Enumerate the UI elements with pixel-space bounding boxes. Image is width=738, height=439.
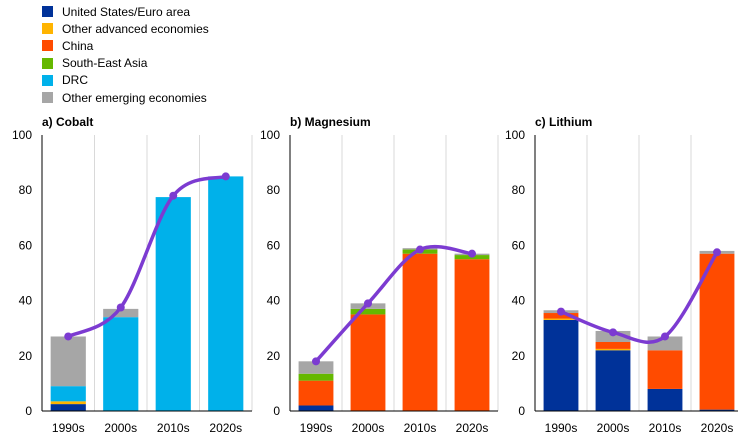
x-tick-label: 2000s [597, 421, 630, 435]
legend-item: China [42, 37, 209, 54]
y-tick-label: 20 [512, 349, 526, 363]
bar-segment [543, 319, 579, 411]
legend: United States/Euro area Other advanced ec… [42, 3, 209, 106]
line-point [64, 332, 73, 341]
bar-segment [298, 405, 334, 411]
line-point [116, 303, 125, 312]
bar-segment [402, 253, 438, 411]
y-tick-label: 100 [260, 128, 280, 142]
bar-segment [595, 342, 631, 349]
y-tick-label: 20 [19, 349, 33, 363]
legend-label: South-East Asia [62, 56, 148, 71]
line-point [364, 299, 372, 308]
bar-segment [699, 253, 735, 410]
x-tick-label: 1990s [52, 421, 85, 435]
x-tick-label: 2020s [701, 421, 734, 435]
chart-panel: b) Magnesium 0 20 40 60 80 100 1990s 2000s 2010s 2… [260, 115, 499, 435]
x-tick-label: 2010s [157, 421, 190, 435]
chart-panel: c) Lithium 0 20 40 60 80 100 1990s 2000s 2010s 202… [505, 115, 738, 435]
legend-swatch [42, 6, 53, 18]
bar-segment [208, 176, 244, 411]
x-tick-label: 2010s [649, 421, 682, 435]
x-tick-label: 2000s [352, 421, 385, 435]
legend-label: China [62, 38, 94, 53]
series-line [314, 244, 474, 364]
bar-segment [543, 313, 579, 319]
y-tick-label: 40 [512, 294, 526, 308]
y-tick-label: 0 [25, 404, 32, 418]
legend-label: Other advanced economies [62, 21, 209, 36]
bar-segment [155, 197, 191, 411]
legend-item: Other emerging economies [42, 89, 209, 106]
line-point [468, 249, 476, 258]
y-tick-label: 80 [267, 183, 281, 197]
y-tick-label: 0 [273, 404, 280, 418]
panel-title: a) Cobalt [42, 115, 93, 129]
line-point [312, 357, 320, 366]
bar-segment [595, 348, 631, 351]
x-tick-label: 2020s [456, 421, 489, 435]
x-tick-label: 2010s [404, 421, 437, 435]
y-tick-label: 60 [19, 238, 33, 252]
legend-swatch [42, 57, 53, 69]
y-tick-label: 20 [267, 349, 281, 363]
bar-segment [50, 404, 86, 411]
bar-segment [350, 314, 386, 411]
x-tick-label: 2000s [104, 421, 137, 435]
y-tick-label: 80 [19, 183, 33, 197]
bar-segment [647, 350, 683, 389]
bar-segment [298, 380, 334, 406]
legend-item: Other advanced economies [42, 20, 209, 37]
bar-segment [543, 318, 579, 320]
x-tick-label: 1990s [300, 421, 333, 435]
panel-title: c) Lithium [535, 115, 592, 129]
bar-segment [103, 317, 139, 411]
y-tick-label: 60 [267, 238, 281, 252]
bar-segment [647, 388, 683, 411]
bar-segment [103, 308, 139, 318]
y-tick-label: 100 [12, 128, 32, 142]
bar-segment [595, 330, 631, 342]
chart-panel: a) Cobalt 0 20 40 60 80 100 1990s 2000s 2010s 2020… [12, 115, 253, 435]
y-tick-label: 40 [19, 294, 33, 308]
legend-swatch [42, 74, 53, 86]
bar-segment [699, 409, 735, 411]
legend-item: United States/Euro area [42, 3, 209, 20]
line-point [557, 307, 565, 316]
line-point [416, 245, 424, 254]
y-tick-label: 0 [518, 404, 525, 418]
y-tick-label: 80 [512, 183, 526, 197]
line-point [661, 332, 669, 341]
y-tick-label: 100 [505, 128, 525, 142]
legend-item: DRC [42, 72, 209, 89]
bar-segment [50, 401, 86, 405]
panel-title: b) Magnesium [290, 115, 371, 129]
series-line [559, 250, 719, 344]
legend-swatch [42, 23, 53, 35]
bar-segment [454, 259, 490, 411]
legend-item: South-East Asia [42, 55, 209, 72]
bar-segment [350, 308, 386, 315]
line-point [169, 191, 178, 200]
x-tick-label: 2020s [209, 421, 242, 435]
x-tick-label: 1990s [545, 421, 578, 435]
line-point [713, 248, 721, 257]
bar-segment [50, 336, 86, 387]
series-line [66, 174, 228, 339]
bar-segment [595, 350, 631, 411]
legend-label: United States/Euro area [62, 4, 191, 19]
bar-segment [298, 361, 334, 374]
y-tick-label: 60 [512, 238, 526, 252]
legend-swatch [42, 92, 53, 104]
y-tick-label: 40 [267, 294, 281, 308]
legend-label: Other emerging economies [62, 90, 207, 105]
bar-segment [298, 373, 334, 381]
legend-swatch [42, 40, 53, 52]
line-point [609, 328, 617, 337]
bar-segment [50, 386, 86, 402]
legend-label: DRC [62, 73, 88, 88]
line-point [221, 172, 230, 181]
